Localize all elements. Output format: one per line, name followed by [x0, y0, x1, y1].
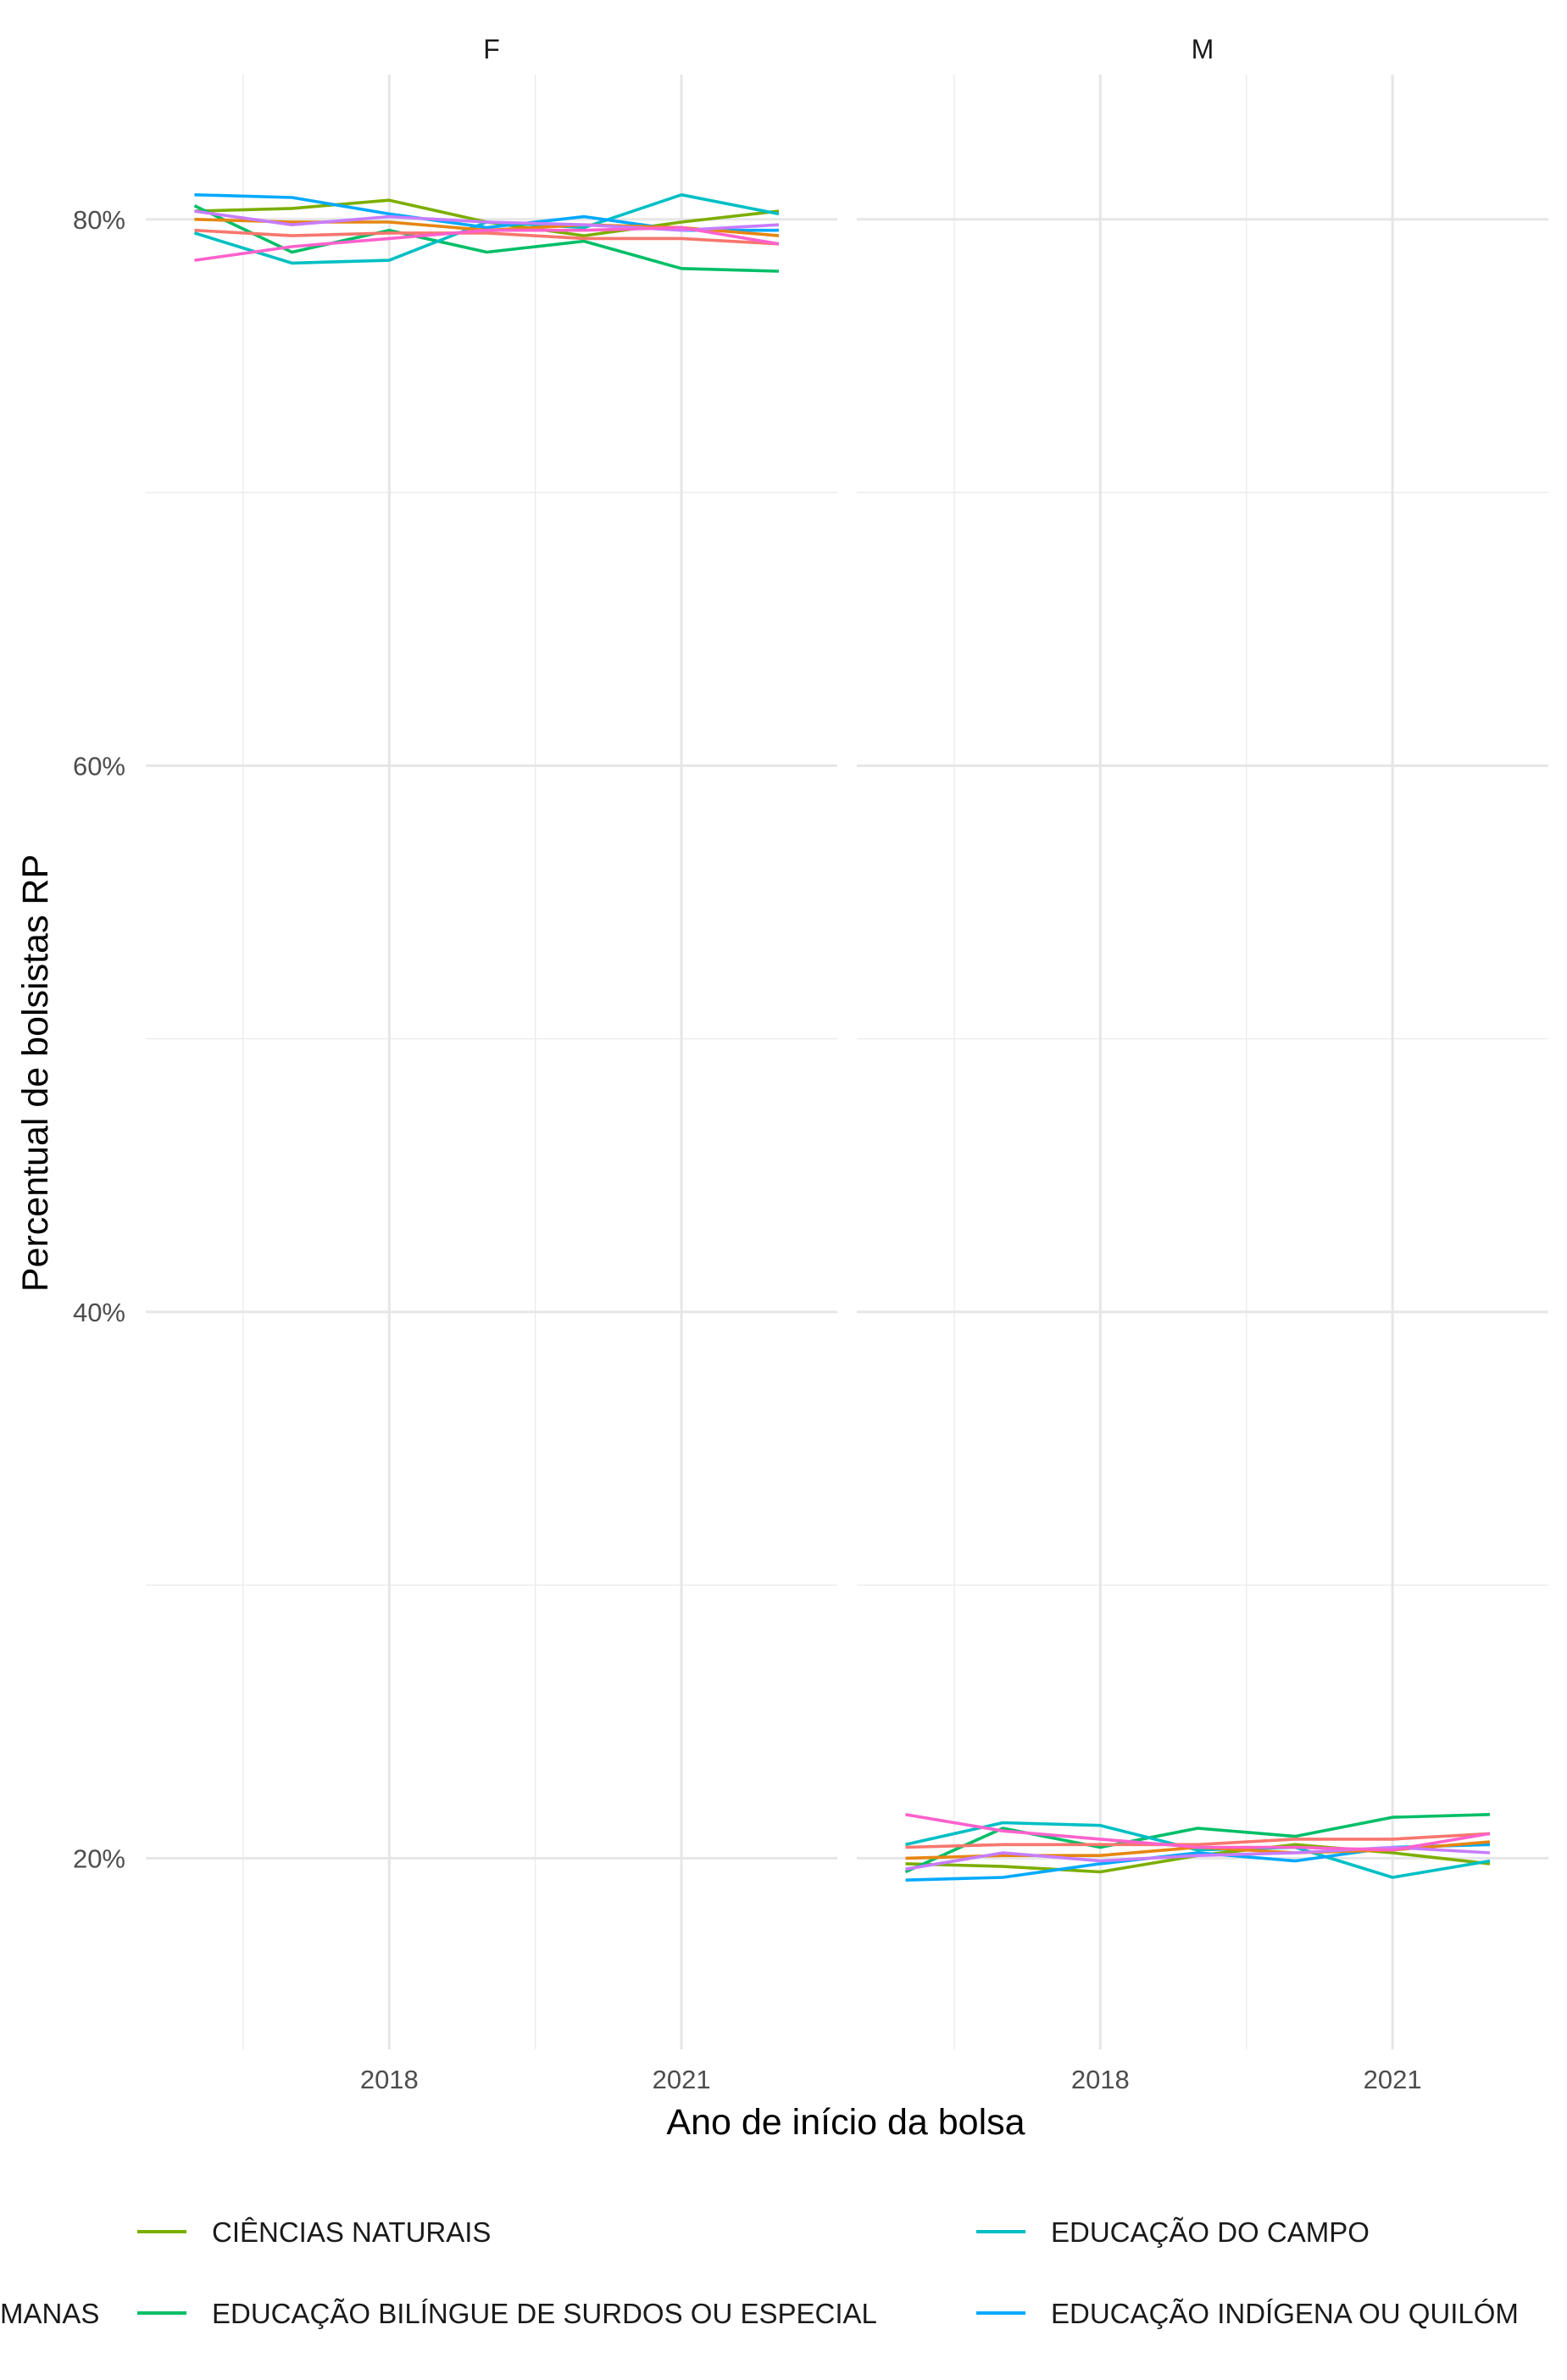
x-tick-label: 2018	[1071, 2065, 1130, 2094]
panel-m: M 2018 2021	[857, 34, 1548, 2094]
series-line-educacao-campo-m	[905, 1821, 1491, 1879]
legend-label-educacao-campo: EDUCAÇÃO DO CAMPO	[1051, 2216, 1370, 2248]
series-line-educacao-bilingue-f	[193, 204, 780, 273]
y-tick-label: 40%	[73, 1298, 125, 1327]
legend: MANAS CIÊNCIAS NATURAIS EDUCAÇÃO BILÍNGU…	[0, 2216, 1519, 2329]
y-tick-label: 20%	[73, 1843, 125, 1873]
x-tick-label: 2021	[1364, 2065, 1422, 2094]
x-axis-title: Ano de início da bolsa	[666, 2102, 1025, 2143]
legend-label-ciencias-naturais: CIÊNCIAS NATURAIS	[212, 2216, 491, 2248]
series-line-outra-c-m	[905, 1845, 1491, 1871]
x-tick-label: 2021	[653, 2065, 711, 2094]
facet-label-m: M	[1192, 34, 1214, 64]
series-line-outra-a-m	[905, 1832, 1491, 1849]
legend-label-educacao-bilingue: EDUCAÇÃO BILÍNGUE DE SURDOS OU ESPECIAL	[212, 2298, 877, 2329]
series-line-outra-a-f	[194, 228, 780, 246]
y-tick-label: 60%	[73, 751, 125, 781]
series-line-educacao-bilingue-m	[904, 1813, 1491, 1874]
y-axis-title: Percentual de bolsistas RP	[15, 854, 56, 1292]
legend-label-educacao-indigena: EDUCAÇÃO INDÍGENA OU QUILÓM	[1051, 2298, 1519, 2329]
legend-label-partial: MANAS	[0, 2298, 99, 2329]
x-tick-label: 2018	[360, 2065, 419, 2094]
panel-f: F 2018 2021 20% 40% 60% 80%	[73, 34, 837, 2094]
series-line-educacao-indigena-f	[194, 193, 779, 232]
facet-label-f: F	[483, 34, 500, 64]
series-line-outra-c-f	[194, 209, 780, 232]
series-line-outra-d-f	[194, 225, 780, 262]
series-line-outra-d-m	[905, 1813, 1491, 1852]
y-tick-label: 80%	[73, 205, 125, 235]
